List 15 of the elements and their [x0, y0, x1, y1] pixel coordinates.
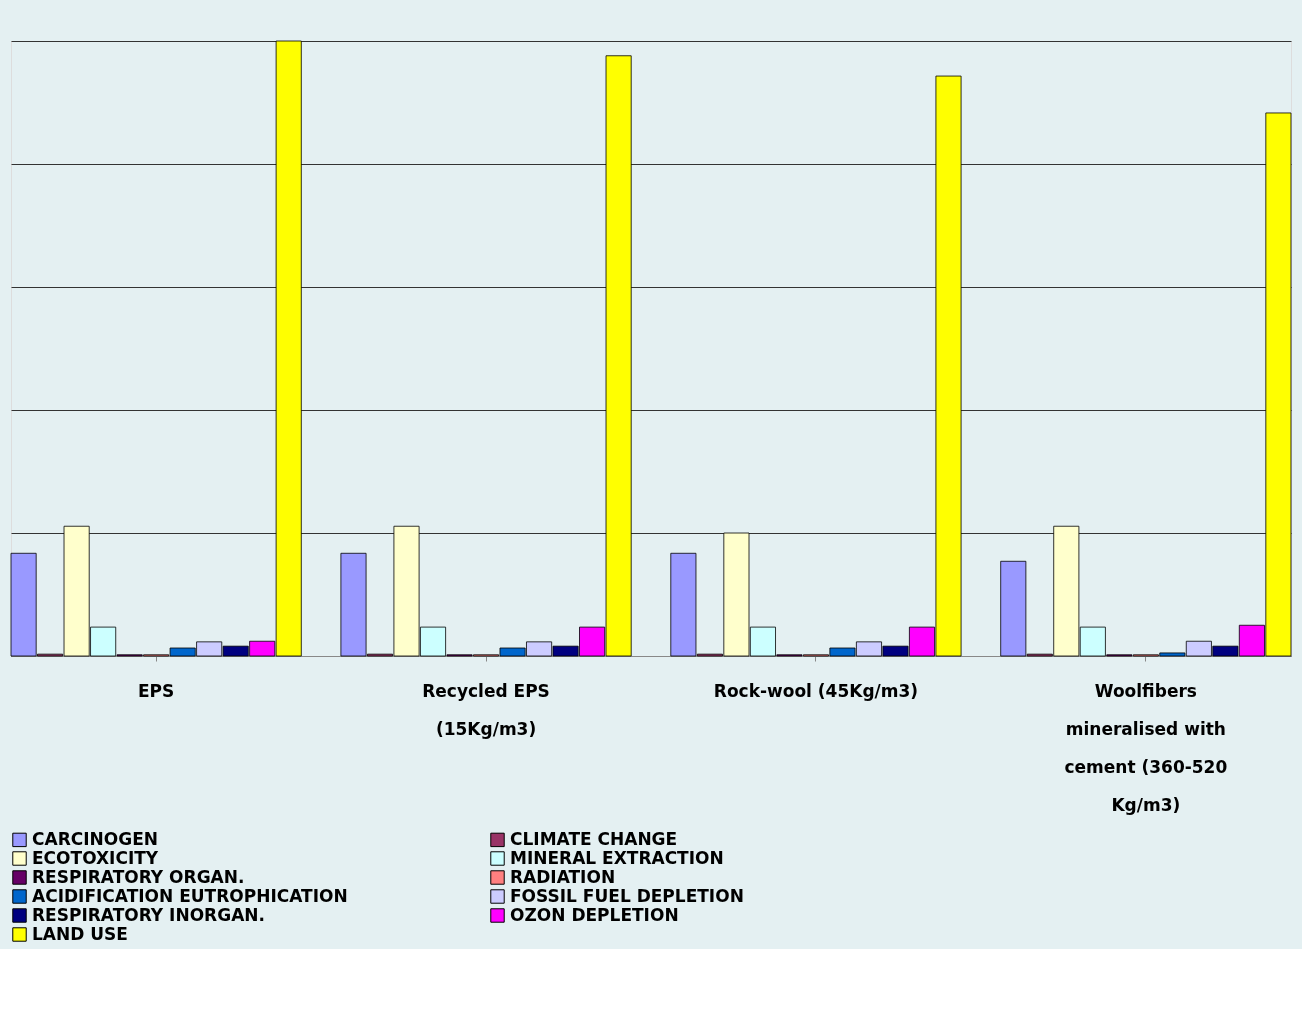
legend-label: FOSSIL FUEL DEPLETION	[510, 885, 744, 906]
legend-label: CARCINOGEN	[32, 828, 158, 849]
legend-label: MINERAL EXTRACTION	[510, 847, 724, 868]
legend-label: RESPIRATORY ORGAN.	[32, 866, 245, 887]
x-tick-label: Woolfibers mineralised with cement (360-520 Kg/m3)	[1064, 680, 1228, 815]
legend-label: RADIATION	[510, 866, 616, 887]
legend-label: RESPIRATORY INORGAN.	[32, 904, 265, 925]
legend-label: OZON DEPLETION	[510, 904, 679, 925]
x-tick-label: EPS	[137, 680, 175, 701]
legend-label: CLIMATE CHANGE	[510, 828, 678, 849]
x-tick-label: Rock-wool (45Kg/m3)	[713, 680, 919, 701]
legend-label: LAND USE	[32, 923, 128, 944]
legend-label: ECOTOXICITY	[32, 847, 159, 868]
x-tick-label: Recycled EPS (15Kg/m3)	[422, 680, 550, 739]
legend-label: ACIDIFICATION EUTROPHICATION	[32, 885, 348, 906]
